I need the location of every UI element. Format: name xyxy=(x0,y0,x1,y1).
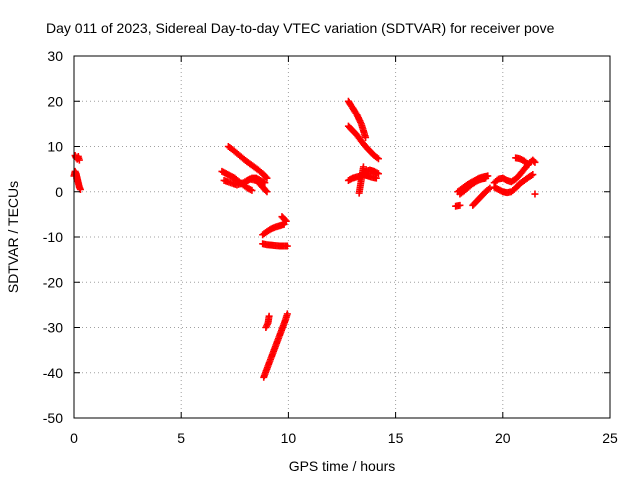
data-point xyxy=(359,163,367,171)
x-tick-label: 15 xyxy=(388,430,404,446)
data-point xyxy=(263,174,271,182)
data-point xyxy=(282,217,290,225)
y-tick-label: 20 xyxy=(47,93,63,109)
data-point xyxy=(372,174,380,182)
data-point xyxy=(374,155,382,163)
data-point xyxy=(265,312,273,320)
data-point xyxy=(261,179,269,187)
chart-title: Day 011 of 2023, Sidereal Day-to-day VTE… xyxy=(46,20,555,36)
data-point xyxy=(248,186,256,194)
data-point xyxy=(530,157,538,165)
y-axis: -50 -40 -30 -20 -10 0 10 20 30 xyxy=(43,48,610,426)
x-tick-label: 5 xyxy=(177,430,185,446)
data-point xyxy=(531,190,539,198)
x-tick-label: 25 xyxy=(602,430,618,446)
grid xyxy=(74,56,610,418)
data-point xyxy=(262,173,270,181)
data-point xyxy=(283,242,291,250)
y-tick-label: 30 xyxy=(47,48,63,64)
x-axis: 0 5 10 15 20 25 xyxy=(70,56,618,446)
data-point xyxy=(263,188,271,196)
data-point xyxy=(283,310,291,318)
x-tick-label: 0 xyxy=(70,430,78,446)
y-tick-label: -50 xyxy=(43,410,63,426)
data-point xyxy=(456,201,464,209)
y-axis-title: SDTVAR / TECUs xyxy=(5,181,21,293)
y-tick-label: -20 xyxy=(43,274,63,290)
y-tick-label: -30 xyxy=(43,320,63,336)
data-point xyxy=(527,171,535,179)
data-point xyxy=(373,154,381,162)
data-point xyxy=(529,171,537,179)
data-point xyxy=(262,187,270,195)
x-axis-title: GPS time / hours xyxy=(289,458,396,474)
data-point xyxy=(482,174,490,182)
data-point xyxy=(374,170,382,178)
x-tick-label: 10 xyxy=(281,430,297,446)
x-tick-label: 20 xyxy=(495,430,511,446)
data-point xyxy=(362,133,370,141)
data-marks xyxy=(70,97,539,381)
y-tick-label: -10 xyxy=(43,229,63,245)
data-point xyxy=(75,156,83,164)
y-tick-label: 10 xyxy=(47,139,63,155)
data-point xyxy=(76,185,84,193)
data-point xyxy=(281,216,289,224)
y-tick-label: -40 xyxy=(43,365,63,381)
data-point xyxy=(525,161,533,169)
data-point xyxy=(523,159,531,167)
data-point xyxy=(485,185,493,193)
data-point xyxy=(531,158,539,166)
y-tick-label: 0 xyxy=(55,184,63,200)
